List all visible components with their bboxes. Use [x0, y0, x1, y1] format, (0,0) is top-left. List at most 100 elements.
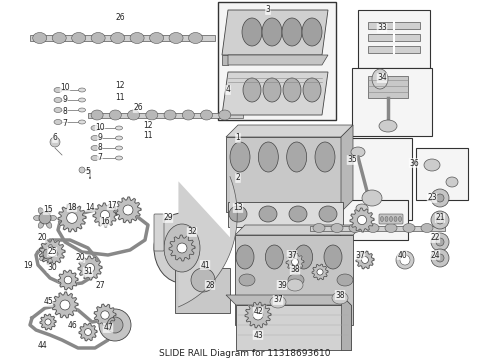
- Ellipse shape: [282, 18, 302, 46]
- Ellipse shape: [182, 110, 195, 120]
- Bar: [218, 2, 336, 120]
- Text: 24: 24: [430, 251, 440, 260]
- Ellipse shape: [421, 224, 433, 233]
- Ellipse shape: [283, 78, 301, 102]
- Ellipse shape: [116, 156, 122, 160]
- Bar: [368, 22, 420, 29]
- Text: 10: 10: [95, 123, 105, 132]
- Text: 35: 35: [347, 156, 357, 165]
- Text: 9: 9: [63, 95, 68, 104]
- Polygon shape: [58, 270, 78, 290]
- Text: 6: 6: [52, 134, 57, 143]
- Bar: [340, 200, 408, 240]
- Ellipse shape: [319, 206, 337, 222]
- Ellipse shape: [189, 32, 202, 44]
- Bar: [30, 35, 215, 41]
- Text: 20: 20: [75, 253, 85, 262]
- Ellipse shape: [270, 296, 286, 308]
- Ellipse shape: [46, 222, 52, 228]
- Polygon shape: [52, 292, 78, 318]
- Circle shape: [292, 258, 298, 265]
- Circle shape: [43, 249, 53, 259]
- Text: 21: 21: [435, 213, 445, 222]
- Text: 44: 44: [37, 341, 47, 350]
- Ellipse shape: [38, 208, 44, 214]
- Ellipse shape: [351, 147, 365, 157]
- Ellipse shape: [200, 110, 213, 120]
- Text: 7: 7: [63, 118, 68, 127]
- Ellipse shape: [146, 110, 158, 120]
- Ellipse shape: [337, 274, 353, 286]
- Polygon shape: [115, 197, 141, 223]
- Circle shape: [85, 264, 95, 273]
- Text: 38: 38: [335, 291, 345, 300]
- Bar: [175, 268, 230, 313]
- Ellipse shape: [446, 177, 458, 187]
- Ellipse shape: [436, 194, 444, 202]
- Text: 5: 5: [86, 167, 91, 176]
- Bar: [340, 138, 412, 220]
- Polygon shape: [356, 251, 374, 269]
- Ellipse shape: [72, 32, 86, 44]
- Ellipse shape: [289, 206, 307, 222]
- Ellipse shape: [46, 208, 52, 214]
- Circle shape: [79, 167, 85, 173]
- Polygon shape: [39, 239, 65, 265]
- Text: 28: 28: [205, 280, 215, 289]
- Circle shape: [177, 243, 187, 253]
- Ellipse shape: [431, 233, 449, 251]
- Polygon shape: [94, 304, 116, 326]
- Ellipse shape: [436, 254, 444, 262]
- Ellipse shape: [230, 142, 250, 172]
- Ellipse shape: [154, 213, 210, 283]
- Ellipse shape: [78, 98, 85, 102]
- Polygon shape: [245, 302, 271, 328]
- Ellipse shape: [379, 120, 397, 132]
- Ellipse shape: [99, 309, 131, 341]
- Polygon shape: [226, 295, 351, 305]
- Circle shape: [47, 247, 57, 257]
- Text: 36: 36: [409, 158, 419, 167]
- Ellipse shape: [385, 224, 397, 233]
- Polygon shape: [350, 208, 374, 232]
- Text: 37: 37: [287, 251, 297, 260]
- Text: 19: 19: [23, 261, 33, 270]
- Ellipse shape: [331, 224, 343, 233]
- Ellipse shape: [424, 159, 440, 171]
- Ellipse shape: [431, 211, 449, 229]
- Ellipse shape: [52, 252, 58, 256]
- Ellipse shape: [111, 32, 124, 44]
- Ellipse shape: [109, 110, 122, 120]
- Ellipse shape: [400, 255, 410, 265]
- Ellipse shape: [258, 142, 278, 172]
- Ellipse shape: [40, 247, 45, 252]
- Ellipse shape: [130, 32, 144, 44]
- Ellipse shape: [54, 108, 62, 112]
- Bar: [368, 76, 408, 98]
- Ellipse shape: [362, 190, 382, 206]
- Polygon shape: [78, 256, 102, 280]
- Ellipse shape: [236, 245, 254, 269]
- Ellipse shape: [349, 224, 361, 233]
- Polygon shape: [222, 10, 328, 55]
- Ellipse shape: [287, 279, 303, 291]
- Ellipse shape: [149, 32, 164, 44]
- Text: 8: 8: [98, 144, 102, 153]
- Text: 4: 4: [225, 85, 230, 94]
- Text: 10: 10: [60, 84, 70, 93]
- Ellipse shape: [169, 32, 183, 44]
- Text: 39: 39: [277, 280, 287, 289]
- Text: 46: 46: [67, 320, 77, 329]
- Circle shape: [357, 215, 367, 225]
- Circle shape: [45, 319, 51, 325]
- Text: 45: 45: [43, 297, 53, 306]
- Text: 23: 23: [427, 194, 437, 202]
- Circle shape: [101, 311, 109, 319]
- Ellipse shape: [107, 317, 123, 333]
- Ellipse shape: [356, 204, 368, 212]
- Ellipse shape: [372, 69, 388, 89]
- Circle shape: [67, 213, 77, 223]
- Ellipse shape: [436, 238, 444, 246]
- Ellipse shape: [394, 216, 397, 221]
- Polygon shape: [222, 55, 228, 65]
